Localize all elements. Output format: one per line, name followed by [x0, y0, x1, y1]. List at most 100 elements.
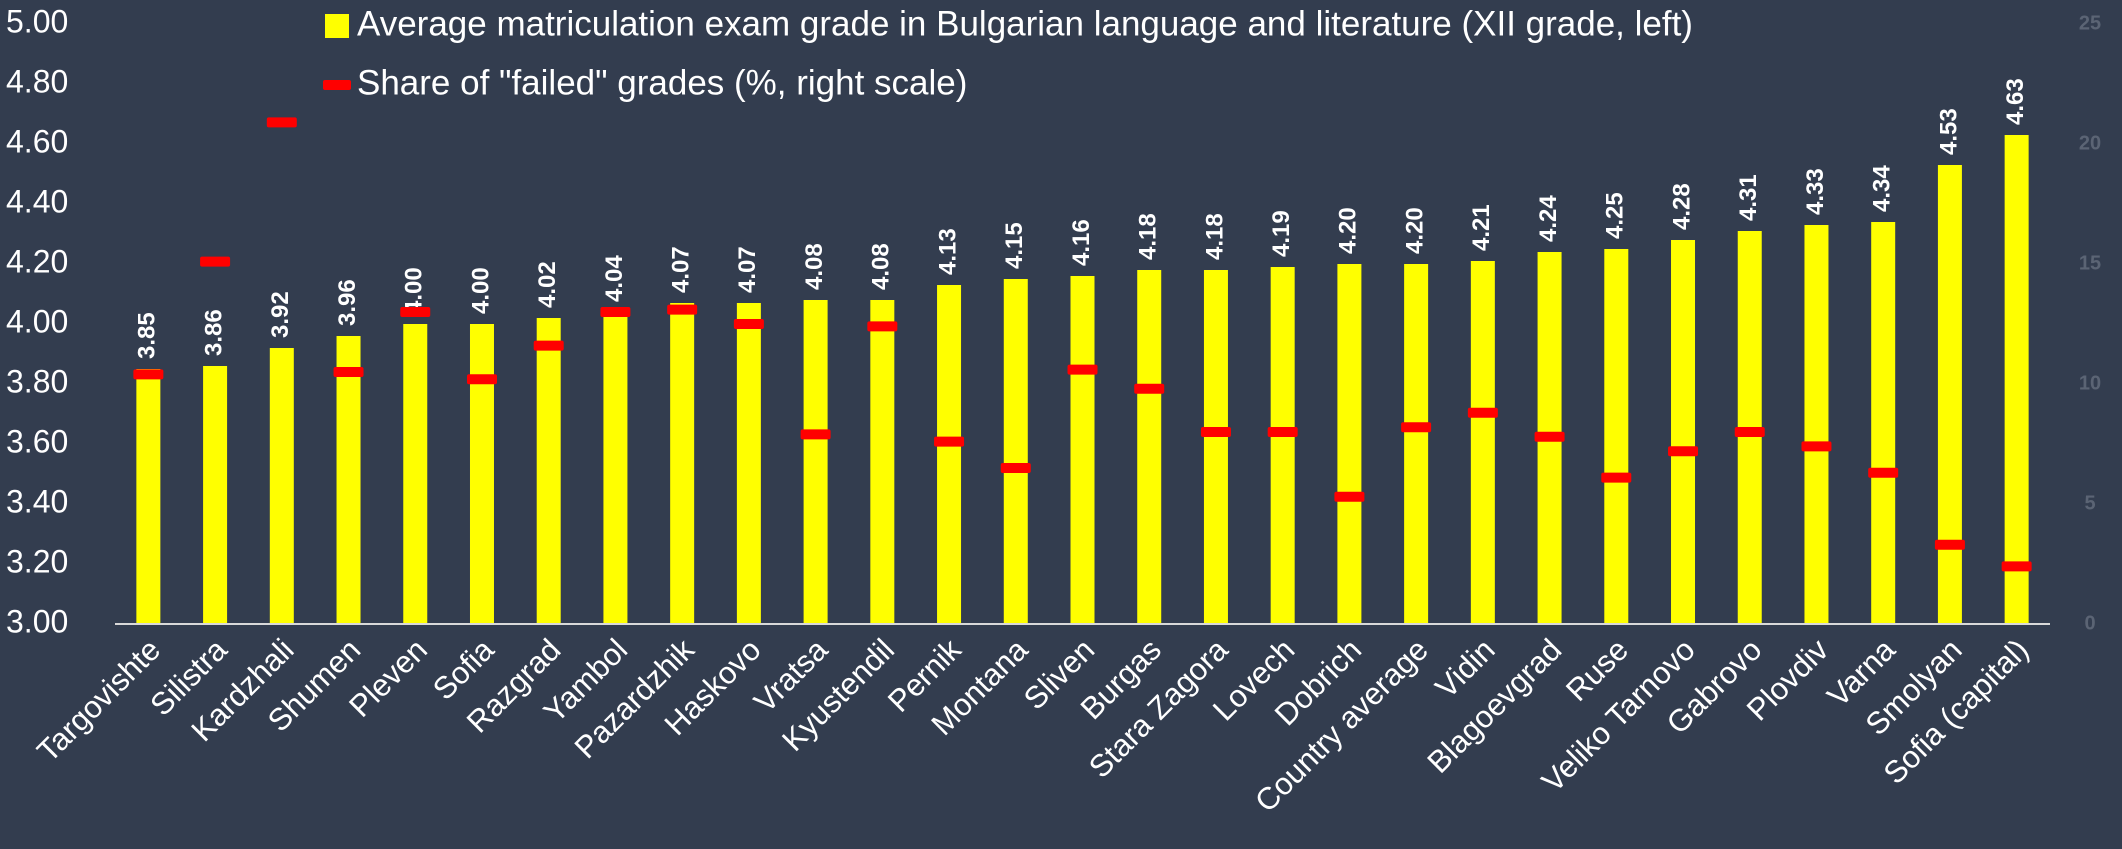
legend-label: Average matriculation exam grade in Bulg…: [357, 4, 1693, 43]
marker: [1467, 407, 1498, 418]
y2-tick-label: 15: [2079, 252, 2101, 274]
marker: [1000, 463, 1031, 473]
value-label: 4.28: [1668, 183, 1695, 230]
bar: [670, 303, 695, 624]
value-label: 3.86: [200, 309, 227, 356]
marker: [1267, 427, 1298, 437]
bar: [1270, 267, 1295, 624]
bar: [2004, 135, 2029, 624]
y-tick-label: 3.80: [6, 363, 68, 399]
marker: [200, 256, 231, 267]
value-label: 4.04: [601, 255, 628, 302]
bar: [1070, 276, 1095, 624]
value-label: 4.34: [1869, 165, 1896, 212]
bar: [1404, 264, 1429, 624]
y-tick-label: 3.60: [6, 423, 68, 459]
marker: [867, 321, 898, 332]
bar: [1003, 279, 1028, 624]
marker: [1601, 472, 1632, 483]
value-label: 4.07: [667, 246, 694, 293]
bar: [1871, 222, 1896, 624]
y-tick-label: 3.40: [6, 483, 68, 519]
y-tick-label: 3.00: [6, 603, 68, 639]
value-label: 4.19: [1268, 210, 1295, 257]
value-label: 4.20: [1401, 207, 1428, 254]
marker: [1534, 431, 1565, 442]
y-tick-label: 4.80: [6, 63, 68, 99]
marker: [2001, 561, 2032, 572]
marker: [733, 319, 764, 329]
marker: [533, 340, 564, 351]
value-label: 4.13: [934, 228, 961, 275]
bar: [1470, 261, 1495, 624]
value-label: 4.33: [1802, 168, 1829, 215]
value-label: 4.18: [1201, 213, 1228, 260]
bar: [870, 300, 895, 624]
y2-tick-label: 5: [2084, 492, 2095, 514]
value-label: 4.00: [467, 267, 494, 314]
y2-tick-label: 20: [2079, 132, 2101, 154]
marker: [266, 117, 297, 128]
bar: [803, 300, 828, 624]
y-tick-label: 5.00: [6, 3, 68, 39]
value-label: 3.96: [334, 279, 361, 326]
value-label: 4.24: [1535, 195, 1562, 242]
bar: [269, 348, 294, 624]
marker: [600, 307, 631, 317]
value-label: 4.63: [2002, 78, 2029, 125]
marker: [400, 307, 431, 317]
y-tick-label: 3.20: [6, 543, 68, 579]
marker: [1401, 422, 1432, 433]
legend-swatch: [323, 80, 351, 90]
y2-tick-label: 0: [2084, 612, 2095, 634]
value-label: 4.18: [1135, 213, 1162, 260]
bar: [1671, 240, 1696, 624]
marker: [667, 304, 698, 315]
bar: [136, 369, 161, 624]
value-label: 3.92: [267, 291, 294, 338]
marker: [934, 436, 965, 447]
y2-tick-label: 25: [2079, 12, 2101, 34]
y-tick-label: 4.60: [6, 123, 68, 159]
value-label: 4.07: [734, 246, 761, 293]
y-tick-label: 4.20: [6, 243, 68, 279]
value-label: 3.85: [134, 312, 161, 359]
bar: [1937, 165, 1962, 624]
legend-label: Share of "failed" grades (%, right scale…: [357, 63, 967, 102]
bar: [536, 318, 561, 624]
value-label: 4.20: [1335, 207, 1362, 254]
marker: [1067, 364, 1098, 375]
y2-tick-label: 10: [2079, 372, 2101, 394]
marker: [1134, 383, 1165, 394]
value-label: 4.08: [801, 243, 828, 290]
marker: [133, 369, 164, 380]
bar: [403, 324, 428, 624]
marker: [333, 367, 364, 377]
marker: [1200, 427, 1231, 437]
value-label: 4.31: [1735, 174, 1762, 221]
value-label: 4.53: [1935, 108, 1962, 155]
legend-swatch: [325, 14, 349, 38]
marker: [466, 374, 497, 385]
value-label: 4.16: [1068, 219, 1095, 266]
bar: [1203, 270, 1228, 624]
bar: [603, 312, 628, 624]
value-label: 4.15: [1001, 222, 1028, 269]
marker: [1668, 446, 1699, 457]
marker: [1334, 491, 1365, 502]
bar: [1137, 270, 1162, 624]
bar: [203, 366, 228, 624]
bar: [736, 303, 761, 624]
y-tick-label: 4.00: [6, 303, 68, 339]
bar: [1804, 225, 1829, 624]
value-label: 4.21: [1468, 204, 1495, 251]
bar: [937, 285, 962, 624]
marker: [1734, 427, 1765, 437]
marker: [1934, 539, 1965, 550]
value-label: 4.00: [401, 267, 428, 314]
value-label: 4.02: [534, 261, 561, 308]
y-tick-label: 4.40: [6, 183, 68, 219]
